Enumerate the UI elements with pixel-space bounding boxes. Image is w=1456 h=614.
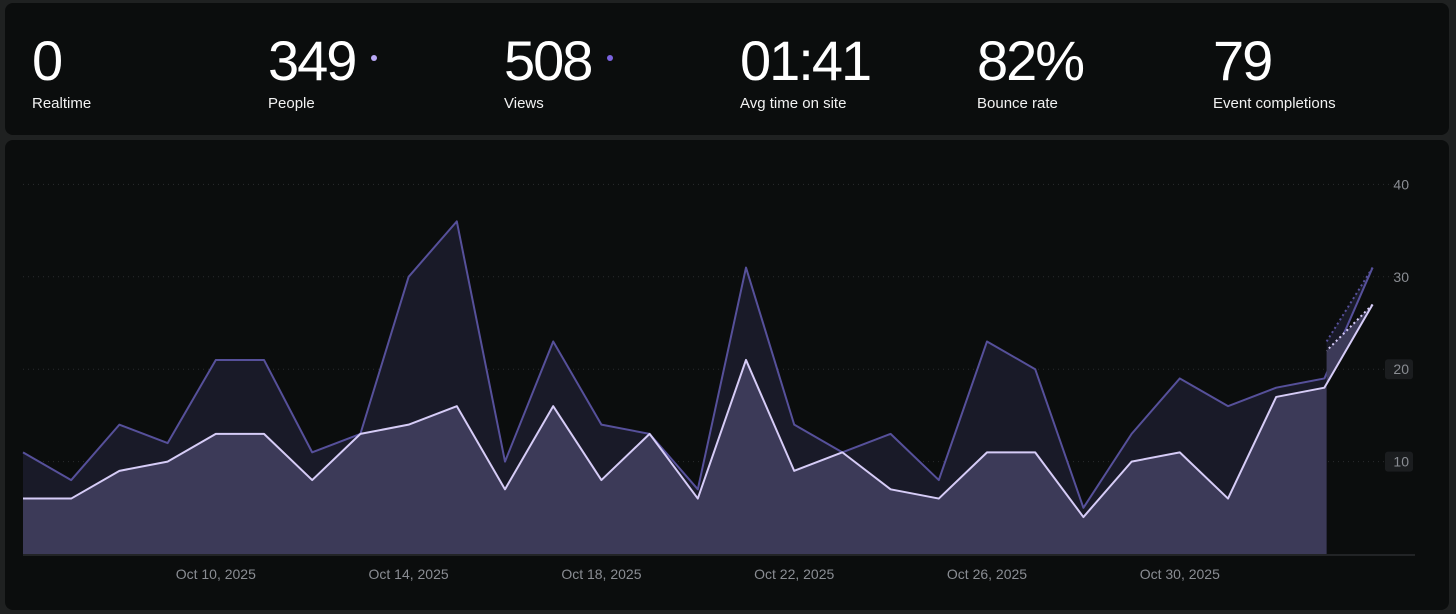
stat-value: 349 (268, 29, 357, 92)
stat-label: People (268, 95, 315, 112)
x-tick-label: Oct 18, 2025 (561, 566, 641, 582)
people-line (23, 304, 1374, 519)
people-area (23, 304, 1373, 554)
x-tick-label: Oct 26, 2025 (947, 566, 1027, 582)
stat-label: Realtime (32, 95, 92, 112)
x-tick-label: Oct 14, 2025 (369, 566, 449, 582)
x-tick-label: Oct 22, 2025 (754, 566, 834, 582)
people-series-dot-icon (371, 55, 377, 61)
stat-label: Views (504, 95, 544, 112)
stat-value: 508 (504, 29, 593, 92)
stat-value: 82% (977, 29, 1085, 92)
y-tick-badge-20 (1385, 359, 1413, 380)
y-tick-label-10: 10 (1393, 454, 1409, 470)
stat-label: Bounce rate (977, 95, 1058, 112)
y-tick-label-20: 20 (1393, 361, 1409, 377)
chart-panel: 10 20 30 40 Oct 10, 2025 Oct 14, 2025 Oct 18, … (5, 140, 1449, 610)
y-tick-badge-10 (1385, 451, 1413, 472)
stat-value: 79 (1213, 29, 1273, 92)
stat-value: 01:41 (740, 29, 872, 92)
y-tick-label-30: 30 (1393, 269, 1409, 285)
people-partial-line (1325, 303, 1374, 352)
views-series-dot-icon (607, 55, 613, 61)
stat-label: Avg time on site (740, 95, 847, 112)
stats-panel: 0 Realtime 349 People 508 Views 01:41 Av… (5, 3, 1449, 135)
y-tick-label-40: 40 (1393, 176, 1409, 192)
traffic-chart[interactable]: 10 20 30 40 Oct 10, 2025 Oct 14, 2025 Oct 18, … (5, 140, 1449, 610)
stat-label: Event completions (1213, 95, 1336, 112)
x-tick-label: Oct 10, 2025 (176, 566, 256, 582)
stat-value: 0 (32, 29, 63, 92)
views-line (22, 220, 1374, 509)
x-tick-label: Oct 30, 2025 (1140, 566, 1220, 582)
